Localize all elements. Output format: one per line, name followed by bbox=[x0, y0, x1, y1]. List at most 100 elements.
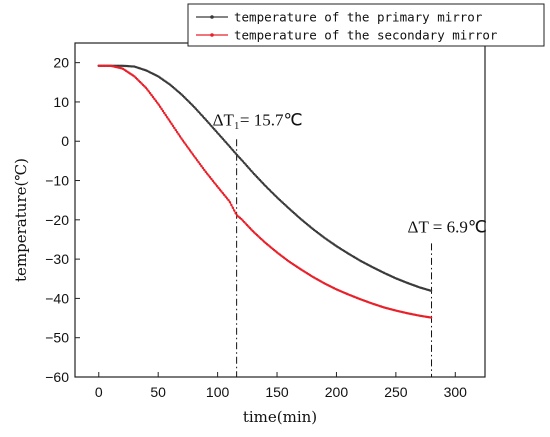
data-point bbox=[240, 217, 243, 221]
data-point bbox=[191, 104, 195, 107]
data-point bbox=[250, 228, 253, 231]
data-point bbox=[248, 168, 252, 171]
data-point bbox=[181, 139, 185, 142]
data-point bbox=[253, 172, 256, 176]
data-point bbox=[243, 220, 246, 224]
data-point bbox=[204, 170, 207, 174]
data-point bbox=[205, 120, 209, 123]
series-layer bbox=[97, 64, 433, 319]
data-point bbox=[148, 92, 152, 95]
y-tick-label: −40 bbox=[45, 290, 69, 306]
data-point bbox=[183, 141, 186, 144]
series-primary-mirror bbox=[97, 64, 433, 292]
data-point bbox=[193, 155, 196, 158]
data-point bbox=[254, 174, 257, 177]
data-point bbox=[261, 181, 264, 185]
data-point bbox=[146, 88, 149, 91]
data-point bbox=[151, 95, 155, 99]
data-point bbox=[207, 121, 210, 125]
data-point bbox=[177, 133, 180, 136]
data-point bbox=[429, 316, 433, 319]
legend-marker bbox=[210, 15, 214, 19]
data-point bbox=[198, 162, 202, 166]
data-point bbox=[210, 124, 213, 128]
data-point bbox=[208, 123, 212, 126]
y-axis-title: temperature(℃) bbox=[12, 158, 30, 282]
data-point bbox=[156, 101, 159, 104]
data-point bbox=[240, 158, 243, 161]
legend-label: temperature of the primary mirror bbox=[234, 10, 483, 25]
data-point bbox=[160, 107, 163, 111]
data-point bbox=[235, 153, 239, 157]
data-point bbox=[158, 105, 162, 108]
data-point bbox=[178, 135, 182, 138]
data-point bbox=[185, 145, 189, 148]
data-point bbox=[225, 142, 229, 145]
data-point bbox=[233, 150, 236, 154]
data-point bbox=[214, 129, 217, 133]
data-point bbox=[166, 116, 169, 119]
legend-box bbox=[187, 3, 545, 47]
data-point bbox=[207, 174, 210, 177]
y-tick-label: 0 bbox=[61, 133, 69, 149]
data-point bbox=[251, 171, 254, 174]
y-tick-label: −50 bbox=[45, 330, 69, 346]
plot-border bbox=[74, 42, 486, 378]
data-point bbox=[210, 177, 213, 181]
data-point bbox=[224, 140, 227, 144]
legend-label: temperature of the secondary mirror bbox=[234, 28, 498, 43]
data-point bbox=[204, 118, 207, 121]
data-point bbox=[241, 160, 244, 163]
data-point bbox=[248, 226, 252, 230]
data-point bbox=[147, 90, 150, 93]
data-point bbox=[200, 164, 203, 168]
data-point bbox=[195, 159, 199, 162]
data-point bbox=[230, 203, 233, 207]
data-point bbox=[190, 151, 193, 154]
data-point bbox=[247, 166, 250, 169]
data-point bbox=[243, 161, 246, 165]
plot-area bbox=[74, 42, 486, 378]
series-line bbox=[98, 65, 432, 319]
data-point bbox=[237, 155, 240, 158]
data-point bbox=[153, 97, 156, 101]
data-point bbox=[233, 209, 236, 212]
data-point bbox=[211, 179, 215, 183]
data-point bbox=[201, 115, 205, 118]
data-point bbox=[213, 128, 216, 131]
data-point bbox=[157, 103, 160, 106]
data-point bbox=[218, 134, 222, 137]
y-tick-label: −10 bbox=[45, 173, 69, 189]
delta-t-annotation: ΔT₁= 15.7℃ bbox=[213, 111, 303, 130]
data-point bbox=[194, 107, 197, 110]
data-point bbox=[213, 181, 216, 184]
data-point bbox=[234, 152, 237, 155]
reference-lines bbox=[236, 139, 433, 377]
data-point bbox=[228, 145, 232, 149]
data-point bbox=[245, 164, 249, 168]
data-point bbox=[194, 157, 197, 160]
data-point bbox=[231, 148, 235, 152]
annotations: ΔT₁= 15.7℃ ΔT = 6.9℃ bbox=[213, 111, 487, 237]
data-point bbox=[215, 131, 219, 134]
data-point bbox=[234, 212, 237, 215]
data-point bbox=[205, 172, 209, 175]
data-point bbox=[247, 225, 250, 228]
data-point bbox=[191, 153, 195, 156]
legend-marker bbox=[210, 33, 214, 37]
data-point bbox=[221, 192, 225, 195]
data-point bbox=[173, 126, 176, 130]
data-point bbox=[220, 190, 223, 193]
data-point bbox=[154, 99, 158, 102]
x-tick-label: 100 bbox=[206, 384, 230, 400]
data-point bbox=[429, 289, 433, 292]
delta-t-annotation: ΔT = 6.9℃ bbox=[408, 217, 487, 236]
data-point bbox=[197, 110, 200, 114]
data-point bbox=[193, 105, 196, 109]
data-point bbox=[244, 163, 247, 166]
data-point bbox=[198, 112, 202, 115]
data-point bbox=[161, 109, 165, 113]
series-secondary-mirror bbox=[97, 64, 433, 319]
data-point bbox=[163, 111, 166, 115]
